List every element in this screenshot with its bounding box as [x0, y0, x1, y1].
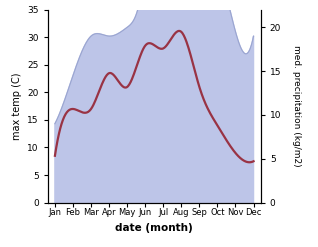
Y-axis label: med. precipitation (kg/m2): med. precipitation (kg/m2) [292, 45, 301, 167]
X-axis label: date (month): date (month) [115, 223, 193, 233]
Y-axis label: max temp (C): max temp (C) [12, 72, 22, 140]
